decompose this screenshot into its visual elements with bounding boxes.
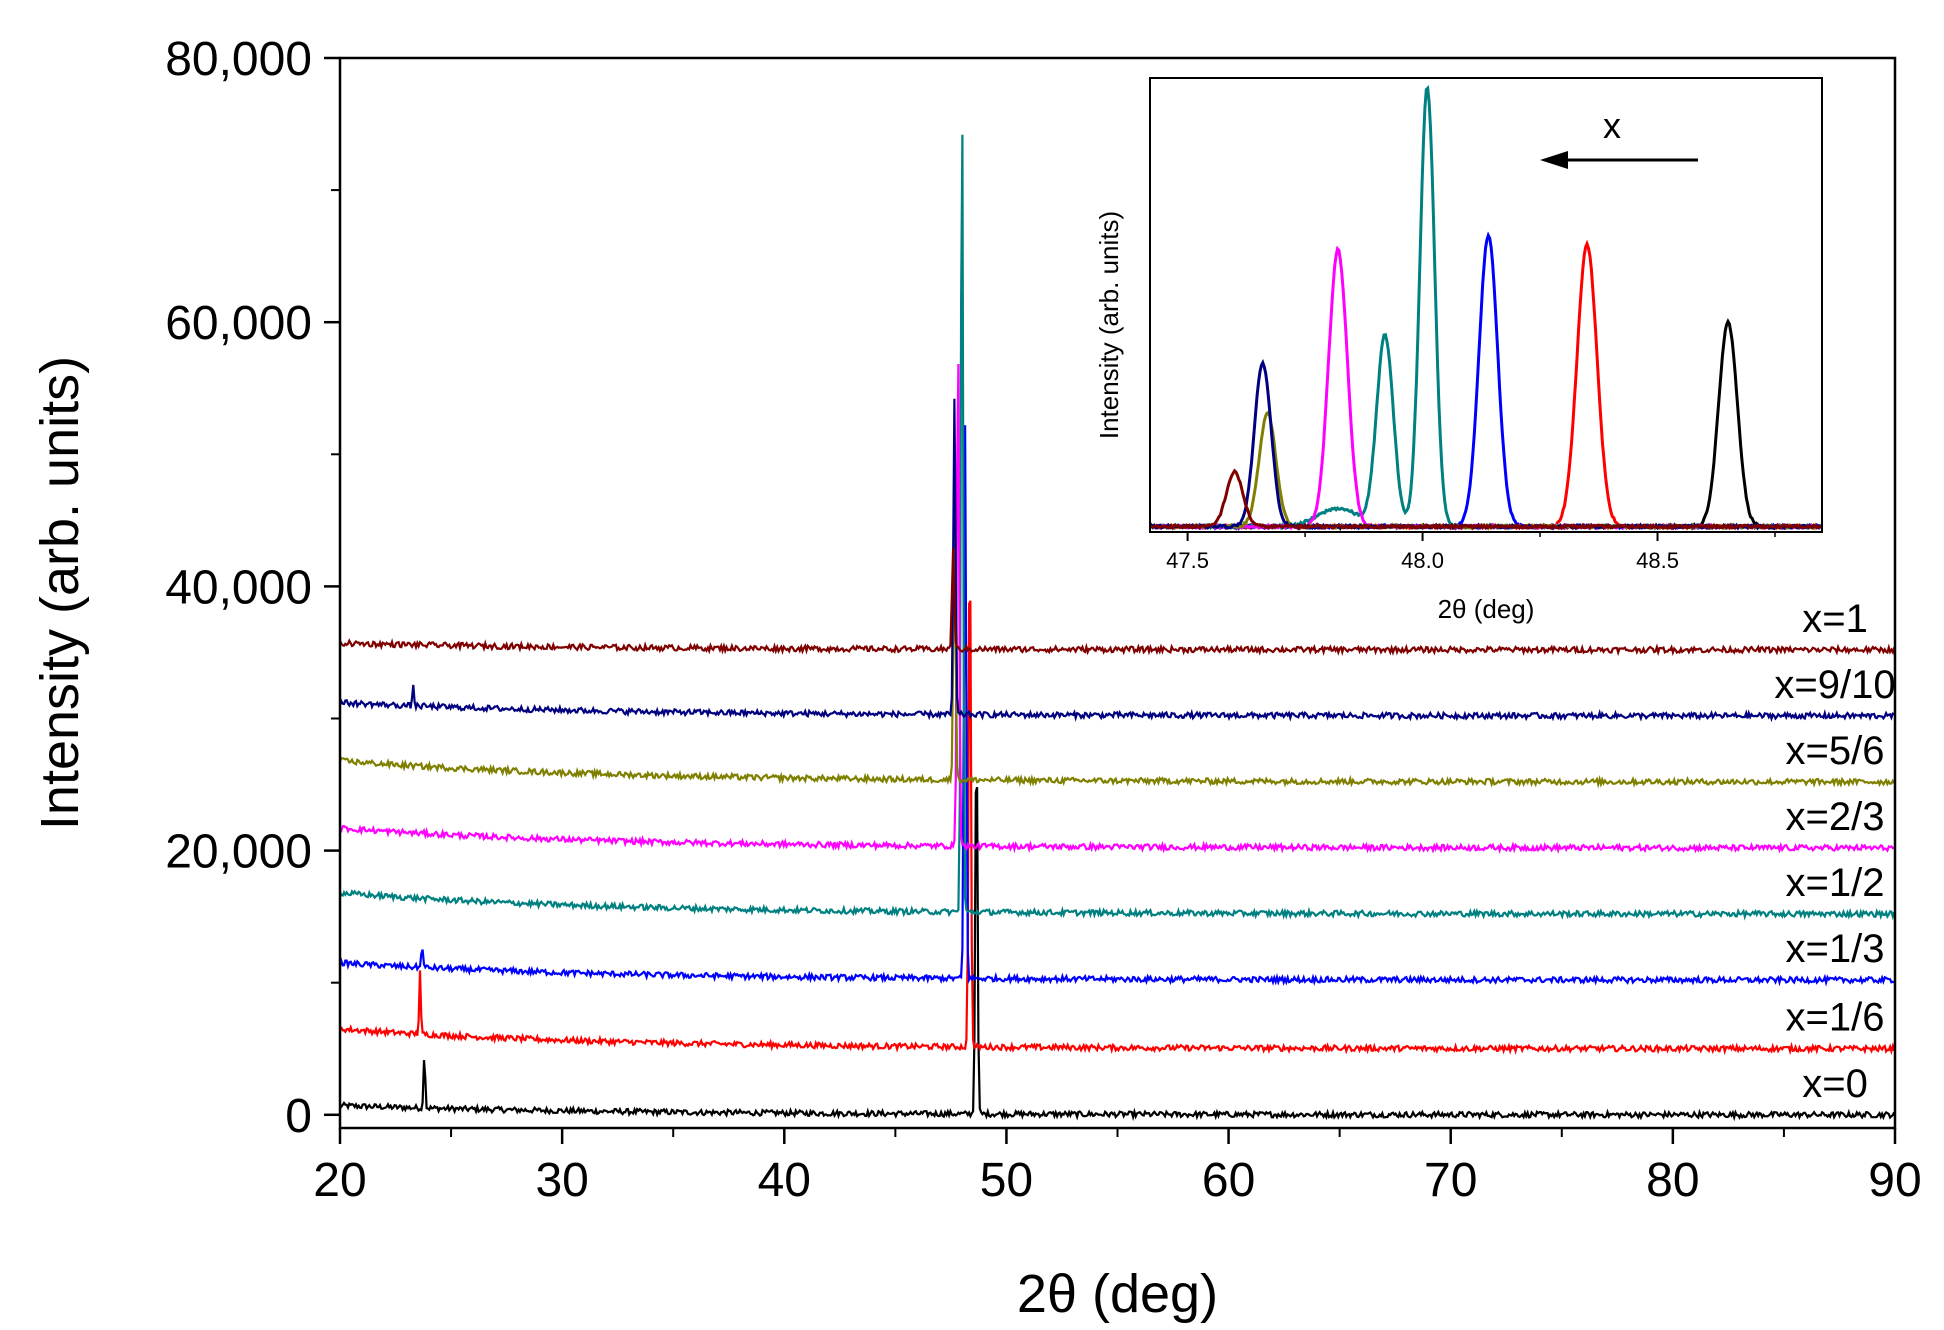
x-tick-label-3: 50 [980,1154,1033,1207]
inset-y-axis-title: Intensity (arb. units) [1094,211,1124,439]
inset-background [1150,78,1822,532]
inset-x-tick-label-0: 47.5 [1166,548,1209,573]
inset-x-axis-title: 2θ (deg) [1438,594,1535,624]
inset-annotation-label: x [1603,105,1621,146]
x-tick-label-2: 40 [758,1154,811,1207]
series-label-2: x=1/3 [1786,927,1885,971]
y-tick-label-0: 0 [285,1090,312,1143]
series-line-5 [338,520,1896,789]
series-line-7 [338,548,1896,657]
y-tick-label-4: 80,000 [165,33,312,86]
series-label-0: x=0 [1802,1062,1868,1106]
y-axis-title: Intensity (arb. units) [30,356,90,830]
y-tick-label-1: 20,000 [165,826,312,879]
series-label-5: x=5/6 [1786,729,1885,773]
x-tick-label-7: 90 [1868,1154,1921,1207]
inset-series-line-7 [1149,468,1822,531]
y-tick-label-2: 40,000 [165,561,312,614]
series-line-6 [338,398,1895,723]
inset-plot: 47.5 48.0 48.5 2θ (deg) Intensity (arb. unit… [1094,77,1823,624]
inset-annotation-arrow-head [1540,151,1568,169]
inset-x-tick-label-1: 48.0 [1401,548,1444,573]
series-line-2 [338,425,1895,987]
x-tick-label-1: 30 [535,1154,588,1207]
y-tick-label-3: 60,000 [165,297,312,350]
x-tick-label-5: 70 [1424,1154,1477,1207]
series-line-0 [339,786,1896,1122]
inset-x-tick-label-2: 48.5 [1636,548,1679,573]
x-tick-label-0: 20 [313,1154,366,1207]
series-label-4: x=2/3 [1786,795,1885,839]
series-line-3 [338,134,1896,921]
x-tick-label-4: 60 [1202,1154,1255,1207]
series-label-6: x=9/10 [1774,663,1895,707]
series-line-1 [339,600,1896,1056]
series-line-4 [339,363,1895,855]
series-label-1: x=1/6 [1786,996,1885,1040]
x-axis-title: 2θ (deg) [1017,1264,1218,1324]
series-label-3: x=1/2 [1786,861,1885,905]
x-tick-label-6: 80 [1646,1154,1699,1207]
main-plot: x=0 x=1/6 x=1/3 x=1/2 x=2/3 x=5/6 x=9/10 x=1 20 3… [30,33,1922,1324]
series-label-7: x=1 [1802,597,1868,641]
inset-frame [1149,77,1823,533]
